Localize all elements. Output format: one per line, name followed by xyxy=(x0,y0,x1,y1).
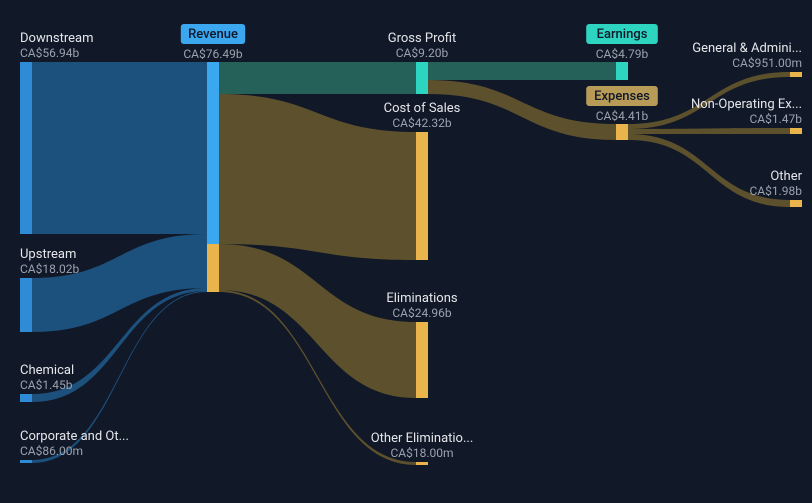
node-value-earnings: CA$4.79b xyxy=(596,47,649,61)
node-gross_profit[interactable] xyxy=(416,62,428,94)
sankey-chart: DownstreamCA$56.94b UpstreamCA$18.02b Chem… xyxy=(0,0,812,503)
node-earnings[interactable] xyxy=(616,62,628,80)
node-value-downstream: CA$56.94b xyxy=(20,46,80,60)
node-value-eliminations: CA$24.96b xyxy=(392,306,452,320)
node-cost_of_sales[interactable] xyxy=(416,132,428,260)
link-downstream-revenue xyxy=(32,62,207,234)
link-revenue-gross_profit xyxy=(219,62,416,94)
node-label-ga: General & Admini... xyxy=(692,41,802,56)
node-value-cost_of_sales: CA$42.32b xyxy=(392,116,452,130)
node-value-other_elim: CA$18.00m xyxy=(390,446,453,460)
node-other_elim[interactable] xyxy=(416,462,428,465)
pill-label-expenses: Expenses xyxy=(594,89,650,104)
node-downstream[interactable] xyxy=(20,62,32,234)
node-value-nonop: CA$1.47b xyxy=(749,112,802,126)
node-label-other_elim: Other Eliminatio... xyxy=(371,431,474,446)
node-label-other: Other xyxy=(770,169,802,184)
node-other[interactable] xyxy=(790,200,802,207)
node-label-eliminations: Eliminations xyxy=(386,291,458,306)
pill-label-revenue: Revenue xyxy=(188,27,238,42)
node-value-other: CA$1.98b xyxy=(749,184,802,198)
node-label-upstream: Upstream xyxy=(20,247,76,262)
node-upstream[interactable] xyxy=(20,278,32,332)
node-ga[interactable] xyxy=(790,72,802,77)
node-eliminations[interactable] xyxy=(416,322,428,398)
node-revenue_gold[interactable] xyxy=(207,244,219,292)
node-label-cost_of_sales: Cost of Sales xyxy=(384,101,461,116)
node-value-ga: CA$951.00m xyxy=(732,56,802,70)
node-value-expenses: CA$4.41b xyxy=(596,109,649,123)
node-value-upstream: CA$18.02b xyxy=(20,262,80,276)
node-chemical[interactable] xyxy=(20,394,32,402)
pill-label-earnings: Earnings xyxy=(597,27,648,42)
node-value-corporate: CA$86.00m xyxy=(20,444,83,458)
node-value-revenue: CA$76.49b xyxy=(183,47,243,61)
node-label-nonop: Non-Operating Ex... xyxy=(691,97,802,112)
node-expenses[interactable] xyxy=(616,124,628,140)
node-label-corporate: Corporate and Ot... xyxy=(20,429,129,444)
node-value-chemical: CA$1.45b xyxy=(20,378,73,392)
node-label-downstream: Downstream xyxy=(20,31,94,46)
node-nonop[interactable] xyxy=(790,128,802,134)
link-gross_profit-earnings xyxy=(428,62,616,80)
node-label-chemical: Chemical xyxy=(20,363,74,378)
node-value-gross_profit: CA$9.20b xyxy=(396,46,449,60)
node-corporate[interactable] xyxy=(20,460,32,463)
node-label-gross_profit: Gross Profit xyxy=(388,31,457,46)
